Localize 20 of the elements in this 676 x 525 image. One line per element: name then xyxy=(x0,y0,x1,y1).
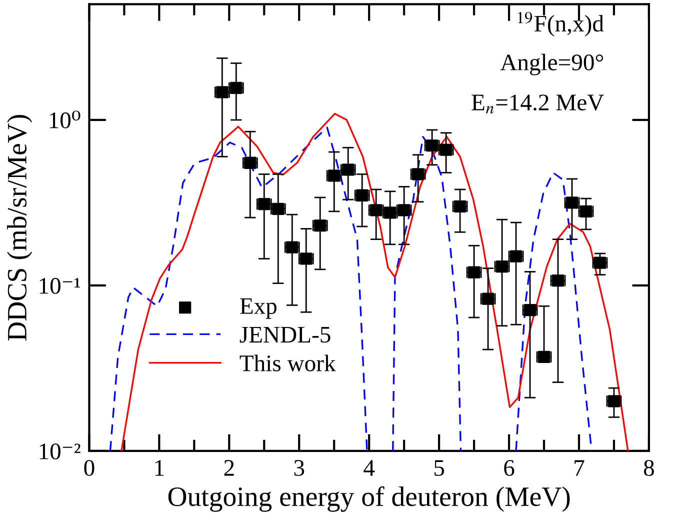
y-tick-label: 10⁻² xyxy=(40,443,80,460)
annotation: Angle=90° xyxy=(500,54,604,76)
annotation: E$_{n}$=14.2 MeV xyxy=(472,94,604,114)
x-tick-label: 4 xyxy=(364,460,375,476)
x-tick-label: 0 xyxy=(84,460,94,476)
x-tick-label: 3 xyxy=(294,460,304,476)
y-axis-title: DDCS (mb/sr/MeV) xyxy=(7,115,32,341)
legend-label: Exp xyxy=(240,298,276,319)
x-tick-label: 5 xyxy=(434,460,444,476)
y-tick-label: 10⁻¹ xyxy=(40,278,80,294)
x-tick-label: 2 xyxy=(224,460,234,476)
x-tick-label: 1 xyxy=(155,460,164,476)
legend-label: This work xyxy=(240,354,336,372)
x-tick-label: 8 xyxy=(644,460,654,476)
x-axis-title: Outgoing energy of deuteron (MeV) xyxy=(168,486,570,512)
annotation: $^{19}$F(n,x)d xyxy=(518,12,604,36)
x-tick-label: 7 xyxy=(574,460,584,476)
x-tick-label: 6 xyxy=(504,460,514,476)
legend-label: JENDL-5 xyxy=(240,326,330,343)
y-tick-label: 10⁰ xyxy=(50,110,80,128)
